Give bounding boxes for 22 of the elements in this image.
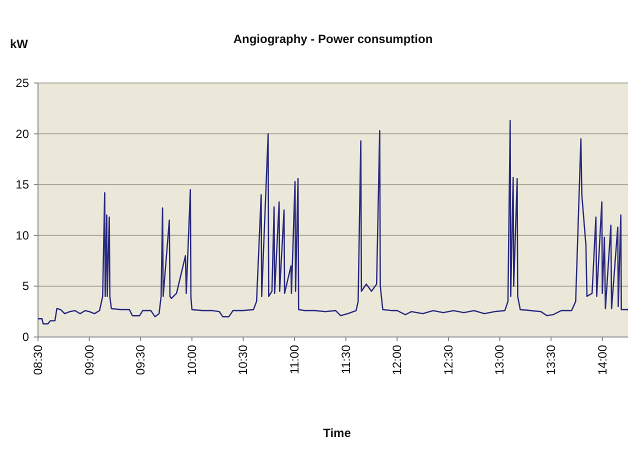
x-tick-label: 09:30 xyxy=(134,344,148,376)
x-tick-label: 11:00 xyxy=(288,344,302,374)
y-tick-label: 5 xyxy=(22,279,30,294)
x-tick-label: 10:30 xyxy=(236,344,250,376)
chart-title: Angiography - Power consumption xyxy=(233,32,433,46)
y-tick-label: 15 xyxy=(16,178,30,192)
y-tick-label: 20 xyxy=(16,126,30,141)
y-tick-label: 0 xyxy=(22,330,30,344)
x-tick-label: 12:00 xyxy=(390,344,404,376)
x-tick-label: 13:30 xyxy=(544,344,558,376)
y-axis-title: kW xyxy=(10,37,29,51)
x-tick-label: 13:00 xyxy=(492,344,507,376)
y-tick-label: 25 xyxy=(16,76,30,90)
line-series xyxy=(37,120,629,324)
x-tick-label: 14:00 xyxy=(595,344,610,376)
x-tick-label: 09:00 xyxy=(82,344,96,376)
x-tick-label: 12:30 xyxy=(441,344,456,376)
x-tick-label: 11:30 xyxy=(338,344,353,374)
x-tick-label: 08:30 xyxy=(31,344,45,376)
x-axis-title: Time xyxy=(323,426,352,440)
x-tick-label: 10:00 xyxy=(184,344,199,376)
y-tick-label: 10 xyxy=(16,228,30,242)
